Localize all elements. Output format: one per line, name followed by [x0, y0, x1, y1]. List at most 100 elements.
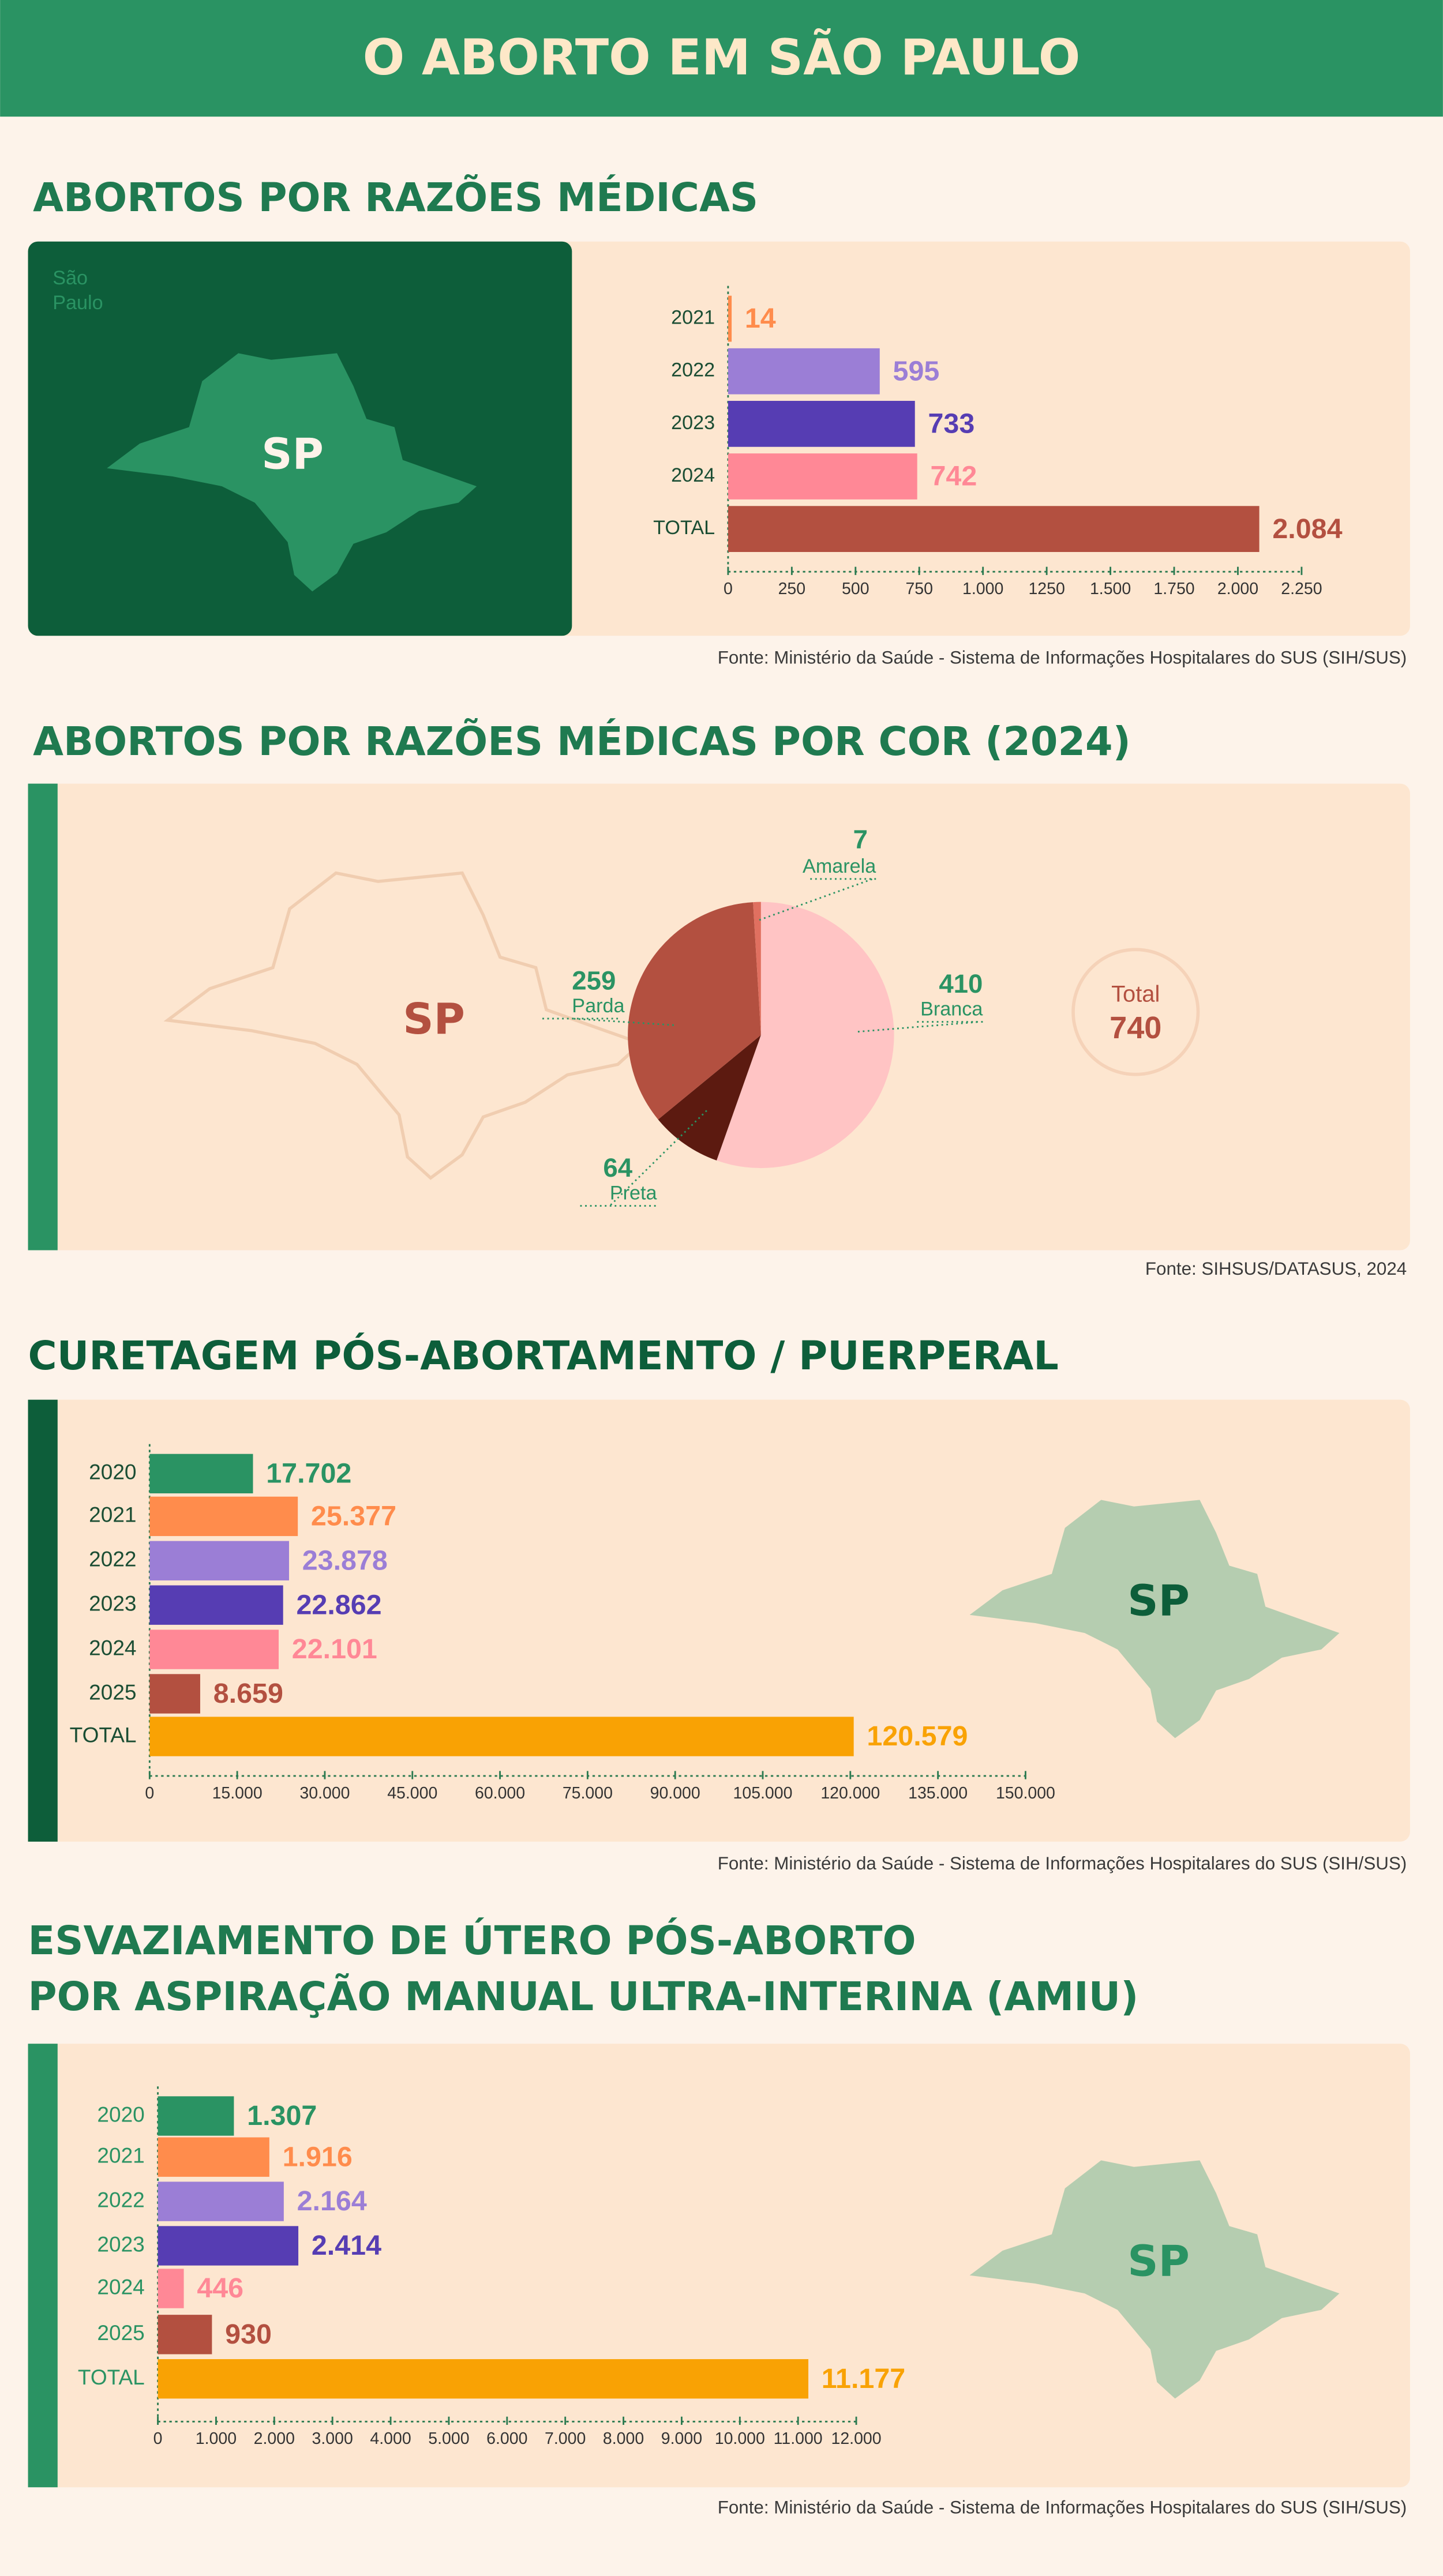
category-label: 2021: [89, 1503, 136, 1527]
x-tick-label: 45.000: [387, 1784, 437, 1803]
value-label: 446: [197, 2273, 243, 2304]
bar: [158, 2137, 269, 2177]
x-tick-label: 0: [145, 1784, 154, 1803]
bar: [158, 2359, 809, 2399]
value-label: 595: [893, 355, 940, 386]
value-label: 2.164: [297, 2186, 367, 2217]
panel-stripe: [28, 783, 58, 1251]
map-caption: Paulo: [53, 292, 103, 314]
value-label: 733: [928, 408, 975, 439]
value-label: 1.307: [247, 2100, 317, 2131]
category-label: 2025: [89, 1680, 136, 1704]
section-title: ESVAZIAMENTO DE ÚTERO PÓS-ABORTO: [28, 1918, 916, 1964]
category-label: 2022: [97, 2187, 144, 2211]
bar: [149, 1674, 200, 1714]
category-label: 2022: [671, 359, 715, 381]
value-label: 930: [225, 2319, 272, 2350]
x-tick-label: 15.000: [212, 1784, 263, 1803]
value-label: 259: [572, 966, 616, 995]
map-label: SP: [261, 429, 324, 479]
source: Fonte: SIHSUS/DATASUS, 2024: [1145, 1259, 1407, 1279]
panel-stripe: [28, 1399, 58, 1842]
pie-slice: [658, 1035, 761, 1161]
leader-line: [857, 1021, 980, 1033]
map-caption: São: [53, 267, 88, 289]
bar: [149, 1541, 289, 1580]
value-label: 25.377: [311, 1501, 396, 1532]
x-tick-label: 0: [153, 2429, 163, 2448]
total-value: 740: [1110, 1011, 1161, 1045]
x-tick-label: 75.000: [563, 1784, 613, 1803]
page-title: O ABORTO EM SÃO PAULO: [363, 28, 1081, 87]
category-label: 2020: [97, 2102, 144, 2126]
value-label: 22.101: [292, 1634, 377, 1665]
value-label: 14: [745, 303, 776, 334]
category-label: 2024: [671, 464, 715, 486]
total-label: Total: [1111, 982, 1160, 1007]
bar: [728, 400, 915, 447]
x-tick-label: 90.000: [650, 1784, 700, 1803]
source: Fonte: Ministério da Saúde - Sistema de …: [718, 647, 1407, 667]
x-tick-label: 1250: [1028, 580, 1065, 598]
map-label: SP: [403, 994, 465, 1044]
category-label: TOTAL: [653, 517, 715, 539]
source: Fonte: Ministério da Saúde - Sistema de …: [718, 1853, 1407, 1873]
pie-slice: [753, 902, 761, 1035]
x-tick-label: 500: [842, 580, 869, 598]
bar: [149, 1629, 279, 1669]
bar: [149, 1717, 854, 1756]
category-label: 2021: [97, 2143, 144, 2167]
x-tick-label: 1.000: [962, 580, 1003, 598]
x-tick-label: 150.000: [996, 1784, 1055, 1803]
section-title: ABORTOS POR RAZÕES MÉDICAS: [33, 175, 758, 221]
value-label: 2.414: [312, 2230, 381, 2261]
x-tick-label: 7.000: [545, 2429, 586, 2448]
bar: [149, 1454, 253, 1494]
value-label: 7: [853, 824, 868, 854]
category-label: 2023: [97, 2232, 144, 2256]
leader-line: [572, 1017, 674, 1026]
bar: [728, 506, 1260, 552]
leader-line: [759, 878, 874, 921]
value-label: 22.862: [296, 1589, 381, 1620]
x-tick-label: 250: [778, 580, 806, 598]
x-tick-label: 60.000: [475, 1784, 525, 1803]
category-label: 2024: [89, 1635, 136, 1659]
category-label: 2020: [89, 1460, 136, 1484]
bar: [149, 1496, 298, 1537]
value-label: 64: [603, 1153, 632, 1182]
value-label: 410: [939, 969, 983, 998]
value-label: 17.702: [266, 1458, 351, 1489]
bar: [728, 348, 880, 395]
bar: [158, 2096, 234, 2136]
x-tick-label: 2.000: [254, 2429, 295, 2448]
x-tick-label: 1.000: [196, 2429, 237, 2448]
section-title: CURETAGEM PÓS-ABORTAMENTO / PUERPERAL: [28, 1333, 1059, 1379]
category-label: 2021: [671, 307, 715, 329]
value-label: 11.177: [822, 2363, 905, 2394]
x-tick-label: 2.250: [1281, 580, 1322, 598]
category-label: Parda: [572, 995, 624, 1017]
bar: [149, 1585, 283, 1625]
x-tick-label: 9.000: [661, 2429, 702, 2448]
source: Fonte: Ministério da Saúde - Sistema de …: [718, 2498, 1407, 2518]
x-tick-label: 3.000: [312, 2429, 353, 2448]
value-label: 742: [930, 461, 977, 492]
bar: [158, 2181, 284, 2221]
x-tick-label: 10.000: [715, 2429, 765, 2448]
value-label: 8.659: [213, 1678, 283, 1709]
x-tick-label: 750: [905, 580, 933, 598]
panel-stripe: [28, 2044, 58, 2488]
x-tick-label: 0: [724, 580, 733, 598]
value-label: 23.878: [302, 1545, 388, 1576]
category-label: Amarela: [803, 855, 876, 877]
value-label: 120.579: [867, 1721, 968, 1752]
x-tick-label: 135.000: [908, 1784, 968, 1803]
bar: [728, 453, 917, 500]
category-label: 2022: [89, 1547, 136, 1571]
pie-slice: [717, 902, 894, 1169]
x-tick-label: 30.000: [299, 1784, 350, 1803]
pie-slice: [628, 902, 761, 1120]
x-tick-label: 1.750: [1153, 580, 1194, 598]
